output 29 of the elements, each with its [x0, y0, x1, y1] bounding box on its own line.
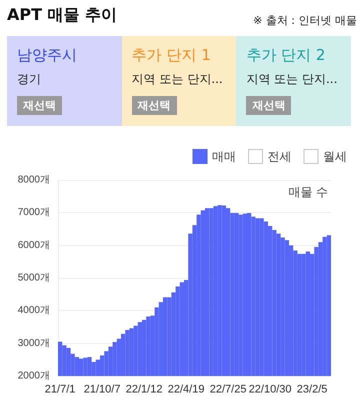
x-tick-label: 22/10/30 — [248, 384, 292, 396]
y-axis-title: 매물 수 — [288, 185, 328, 199]
text: 재선택 — [17, 96, 62, 115]
y-tick-label: 5000개 — [18, 272, 50, 284]
legend-label: 월세 — [323, 150, 347, 164]
text: 지역 또는 단지... — [132, 71, 224, 88]
x-tick-label: 22/7/25 — [210, 384, 246, 396]
x-tick-label: 21/7/1 — [44, 384, 76, 396]
text: 경기 — [17, 71, 42, 88]
text: ※ 출처 : 인터넷 매물 — [253, 13, 357, 28]
y-tick-label: 8000개 — [18, 174, 50, 186]
text: 추가 단지 1 — [132, 46, 212, 65]
x-tick-label: 22/4/19 — [168, 384, 204, 396]
legend-label: 매매 — [212, 150, 236, 164]
x-tick-label: 22/1/12 — [126, 384, 162, 396]
y-tick-label: 2000개 — [18, 370, 50, 382]
legend-label: 전세 — [268, 150, 292, 164]
x-tick-label: 21/10/7 — [84, 384, 120, 396]
y-tick-label: 6000개 — [18, 240, 50, 251]
y-tick-label: 3000개 — [18, 338, 50, 349]
x-tick-label: 23/2/5 — [296, 384, 328, 396]
text: 재선택 — [132, 96, 177, 115]
y-tick-label: 4000개 — [18, 305, 50, 316]
text: 남양주시 — [17, 46, 78, 65]
text: 지역 또는 단지... — [246, 71, 338, 88]
text: 추가 단지 2 — [246, 46, 326, 65]
y-tick-label: 7000개 — [18, 207, 50, 218]
chart-title: APT 매물 추이 — [7, 5, 118, 26]
text: 재선택 — [246, 96, 292, 115]
